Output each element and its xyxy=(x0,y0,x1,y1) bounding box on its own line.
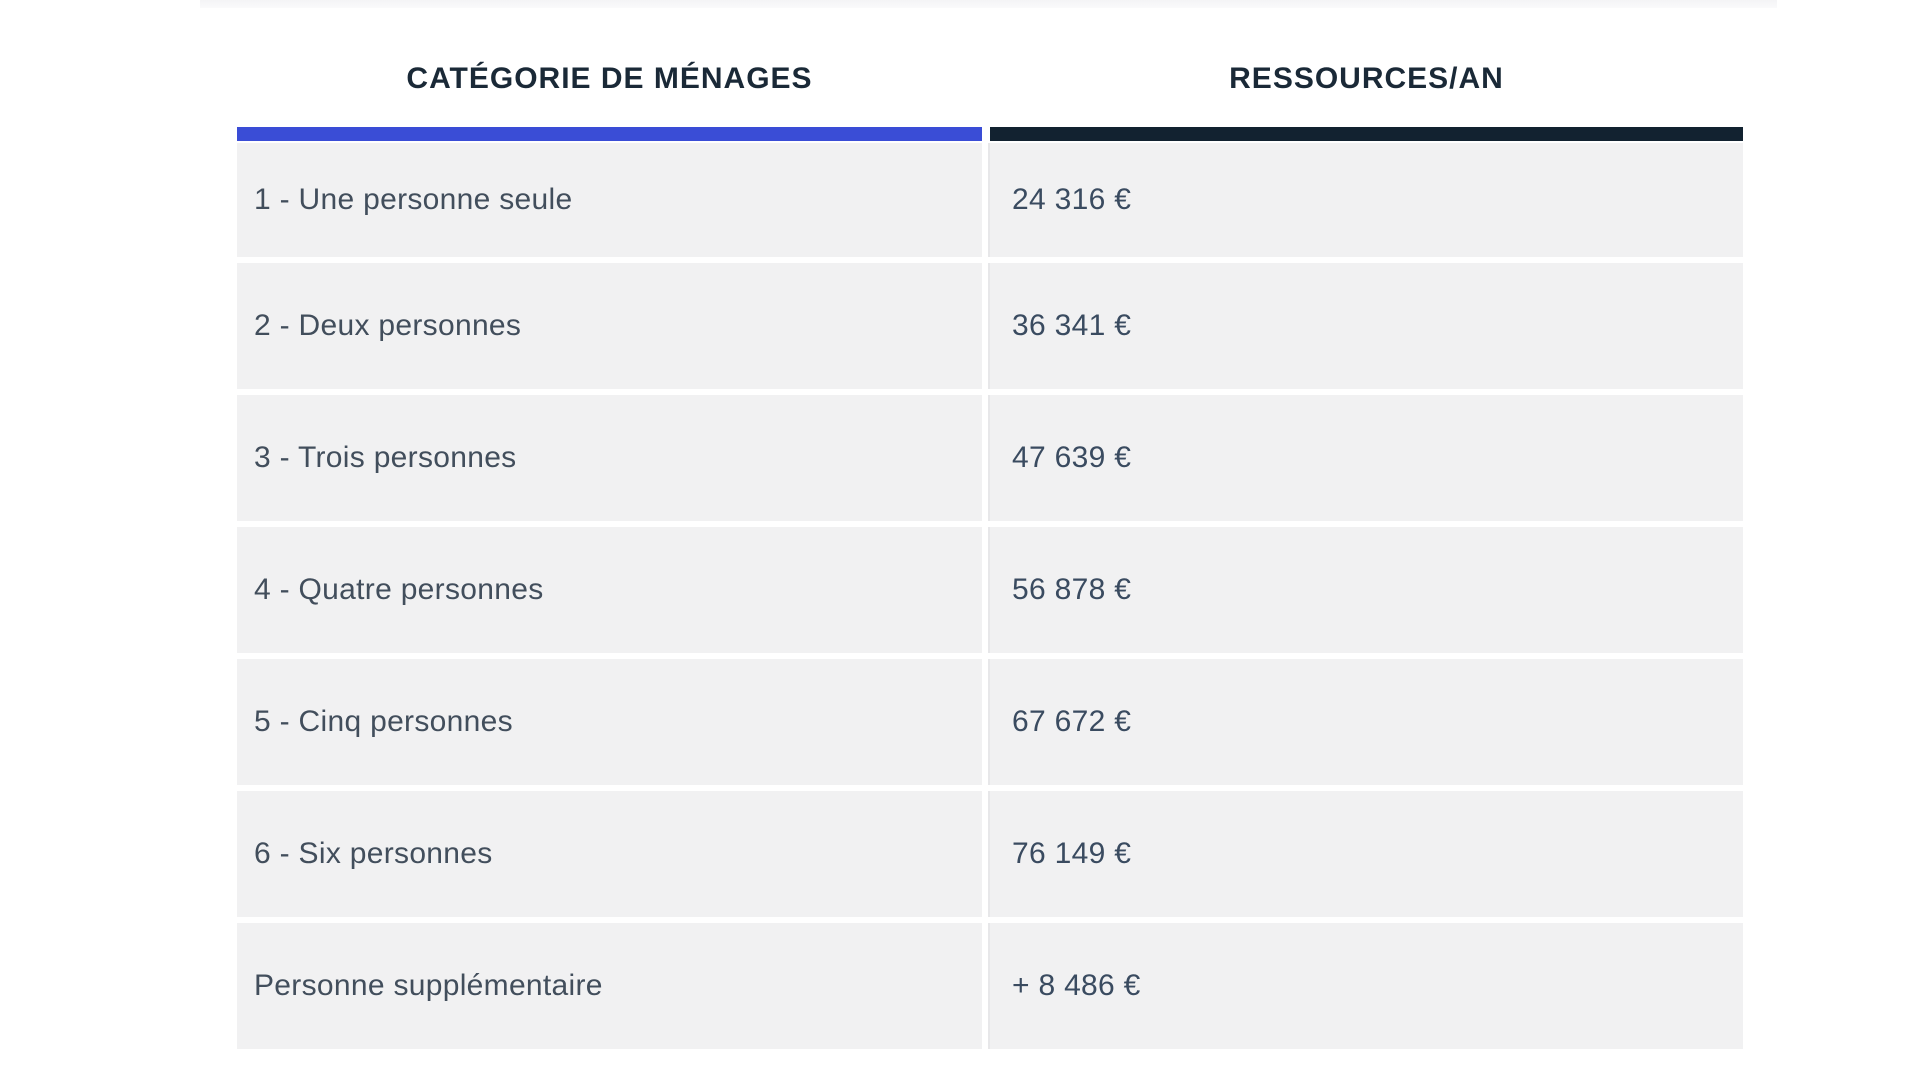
column-header-ressources-an: RESSOURCES/AN xyxy=(1229,62,1504,95)
resources-value: 56 878 € xyxy=(1012,573,1132,606)
resources-table: CATÉGORIE DE MÉNAGES RESSOURCES/AN 1 - U… xyxy=(237,55,1743,1049)
category-label: 1 - Une personne seule xyxy=(254,183,573,216)
resources-cell: 56 878 € xyxy=(988,527,1743,653)
category-label: 5 - Cinq personnes xyxy=(254,705,513,738)
table-row: 5 - Cinq personnes 67 672 € xyxy=(237,659,1743,785)
category-cell: Personne supplémentaire xyxy=(237,923,982,1049)
resources-value: 24 316 € xyxy=(1012,183,1132,216)
column-header-categorie-de-menages: CATÉGORIE DE MÉNAGES xyxy=(406,62,813,95)
table-row: 2 - Deux personnes 36 341 € xyxy=(237,263,1743,389)
resources-value: 76 149 € xyxy=(1012,837,1132,870)
resources-cell: + 8 486 € xyxy=(988,923,1743,1049)
resources-value: 47 639 € xyxy=(1012,441,1132,474)
category-label: 6 - Six personnes xyxy=(254,837,493,870)
category-cell: 4 - Quatre personnes xyxy=(237,527,982,653)
resources-cell: 24 316 € xyxy=(988,143,1743,257)
header-accent-bars xyxy=(237,127,1743,141)
category-cell: 1 - Une personne seule xyxy=(237,143,982,257)
resources-cell: 47 639 € xyxy=(988,395,1743,521)
category-column-accent-bar xyxy=(237,127,982,141)
category-label: 2 - Deux personnes xyxy=(254,309,522,342)
resources-value: + 8 486 € xyxy=(1012,969,1141,1002)
resources-value: 36 341 € xyxy=(1012,309,1132,342)
table-row: 4 - Quatre personnes 56 878 € xyxy=(237,527,1743,653)
resources-cell: 36 341 € xyxy=(988,263,1743,389)
table-row: 3 - Trois personnes 47 639 € xyxy=(237,395,1743,521)
resources-column-accent-bar xyxy=(990,127,1743,141)
category-cell: 3 - Trois personnes xyxy=(237,395,982,521)
table-row: Personne supplémentaire + 8 486 € xyxy=(237,923,1743,1049)
category-label: Personne supplémentaire xyxy=(254,969,603,1002)
top-strip xyxy=(200,0,1777,8)
resources-value: 67 672 € xyxy=(1012,705,1132,738)
table-body: 1 - Une personne seule 24 316 € 2 - Deux… xyxy=(237,143,1743,1049)
category-label: 3 - Trois personnes xyxy=(254,441,517,474)
accent-bar-gutter xyxy=(982,127,990,141)
table-header-row: CATÉGORIE DE MÉNAGES RESSOURCES/AN xyxy=(237,55,1743,103)
category-label: 4 - Quatre personnes xyxy=(254,573,544,606)
table-row: 1 - Une personne seule 24 316 € xyxy=(237,143,1743,257)
resources-cell: 76 149 € xyxy=(988,791,1743,917)
category-cell: 2 - Deux personnes xyxy=(237,263,982,389)
category-cell: 5 - Cinq personnes xyxy=(237,659,982,785)
category-cell: 6 - Six personnes xyxy=(237,791,982,917)
table-row: 6 - Six personnes 76 149 € xyxy=(237,791,1743,917)
resources-cell: 67 672 € xyxy=(988,659,1743,785)
